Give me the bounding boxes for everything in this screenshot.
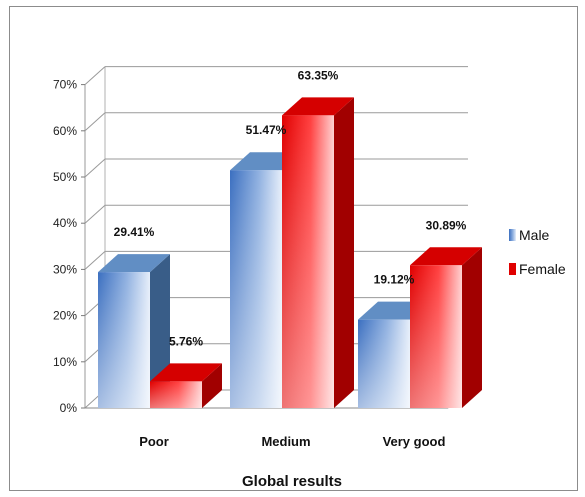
- bar-male-poor: [98, 254, 170, 408]
- legend-swatch: [509, 263, 516, 275]
- y-tick-label: 30%: [53, 262, 77, 276]
- legend-item-female: Female: [509, 261, 566, 277]
- chart-bars: [98, 97, 482, 408]
- data-label: 5.76%: [169, 334, 203, 348]
- bar-front-sheen: [230, 170, 282, 408]
- x-axis-categories: Poor Medium Very good: [139, 434, 445, 449]
- legend-swatch: [509, 229, 516, 241]
- data-label: 63.35%: [298, 68, 339, 82]
- bar-top: [98, 254, 170, 273]
- x-category-label: Medium: [261, 434, 310, 449]
- bar-female-medium: [282, 97, 354, 408]
- y-tick-label: 10%: [53, 355, 77, 369]
- y-tick-label: 60%: [53, 124, 77, 138]
- bar-top: [150, 363, 222, 382]
- y-tick-label: 70%: [53, 78, 77, 92]
- bar-female-poor: [150, 363, 222, 408]
- y-tick-label: 50%: [53, 170, 77, 184]
- legend-label: Female: [519, 261, 566, 277]
- chart-legend: Male Female: [509, 227, 566, 277]
- bar-front-sheen: [98, 272, 150, 408]
- legend-label: Male: [519, 227, 550, 243]
- bar-female-very-good: [410, 247, 482, 408]
- bar-front-sheen: [410, 265, 462, 408]
- gridline-side: [84, 204, 106, 224]
- y-axis-ticks: 0% 10% 20% 30% 40% 50% 60% 70%: [53, 78, 77, 415]
- bar-side: [202, 363, 222, 408]
- data-label: 51.47%: [246, 123, 287, 137]
- x-axis-title: Global results: [242, 473, 342, 490]
- legend-item-male: Male: [509, 227, 550, 243]
- data-label: 29.41%: [114, 225, 155, 239]
- bar-front-sheen: [150, 381, 202, 408]
- bar-side: [462, 247, 482, 408]
- bar-top: [282, 97, 354, 116]
- y-tick-label: 0%: [60, 401, 78, 415]
- gridline-side: [84, 158, 106, 178]
- data-label: 30.89%: [426, 218, 467, 232]
- gridline-side: [84, 66, 106, 85]
- bar-top: [410, 247, 482, 266]
- y-tick-label: 20%: [53, 309, 77, 323]
- bar-side: [334, 97, 354, 408]
- bar-front-sheen: [358, 319, 410, 408]
- x-category-label: Poor: [139, 434, 169, 449]
- gridline-side: [84, 251, 106, 270]
- x-category-label: Very good: [383, 434, 446, 449]
- y-tick-label: 40%: [53, 216, 77, 230]
- bar-front-sheen: [282, 115, 334, 408]
- gridline-side: [84, 112, 106, 132]
- data-label: 19.12%: [374, 273, 415, 287]
- chart-data-labels: 29.41% 5.76% 51.47% 63.35% 19.12% 30.89%: [114, 68, 467, 348]
